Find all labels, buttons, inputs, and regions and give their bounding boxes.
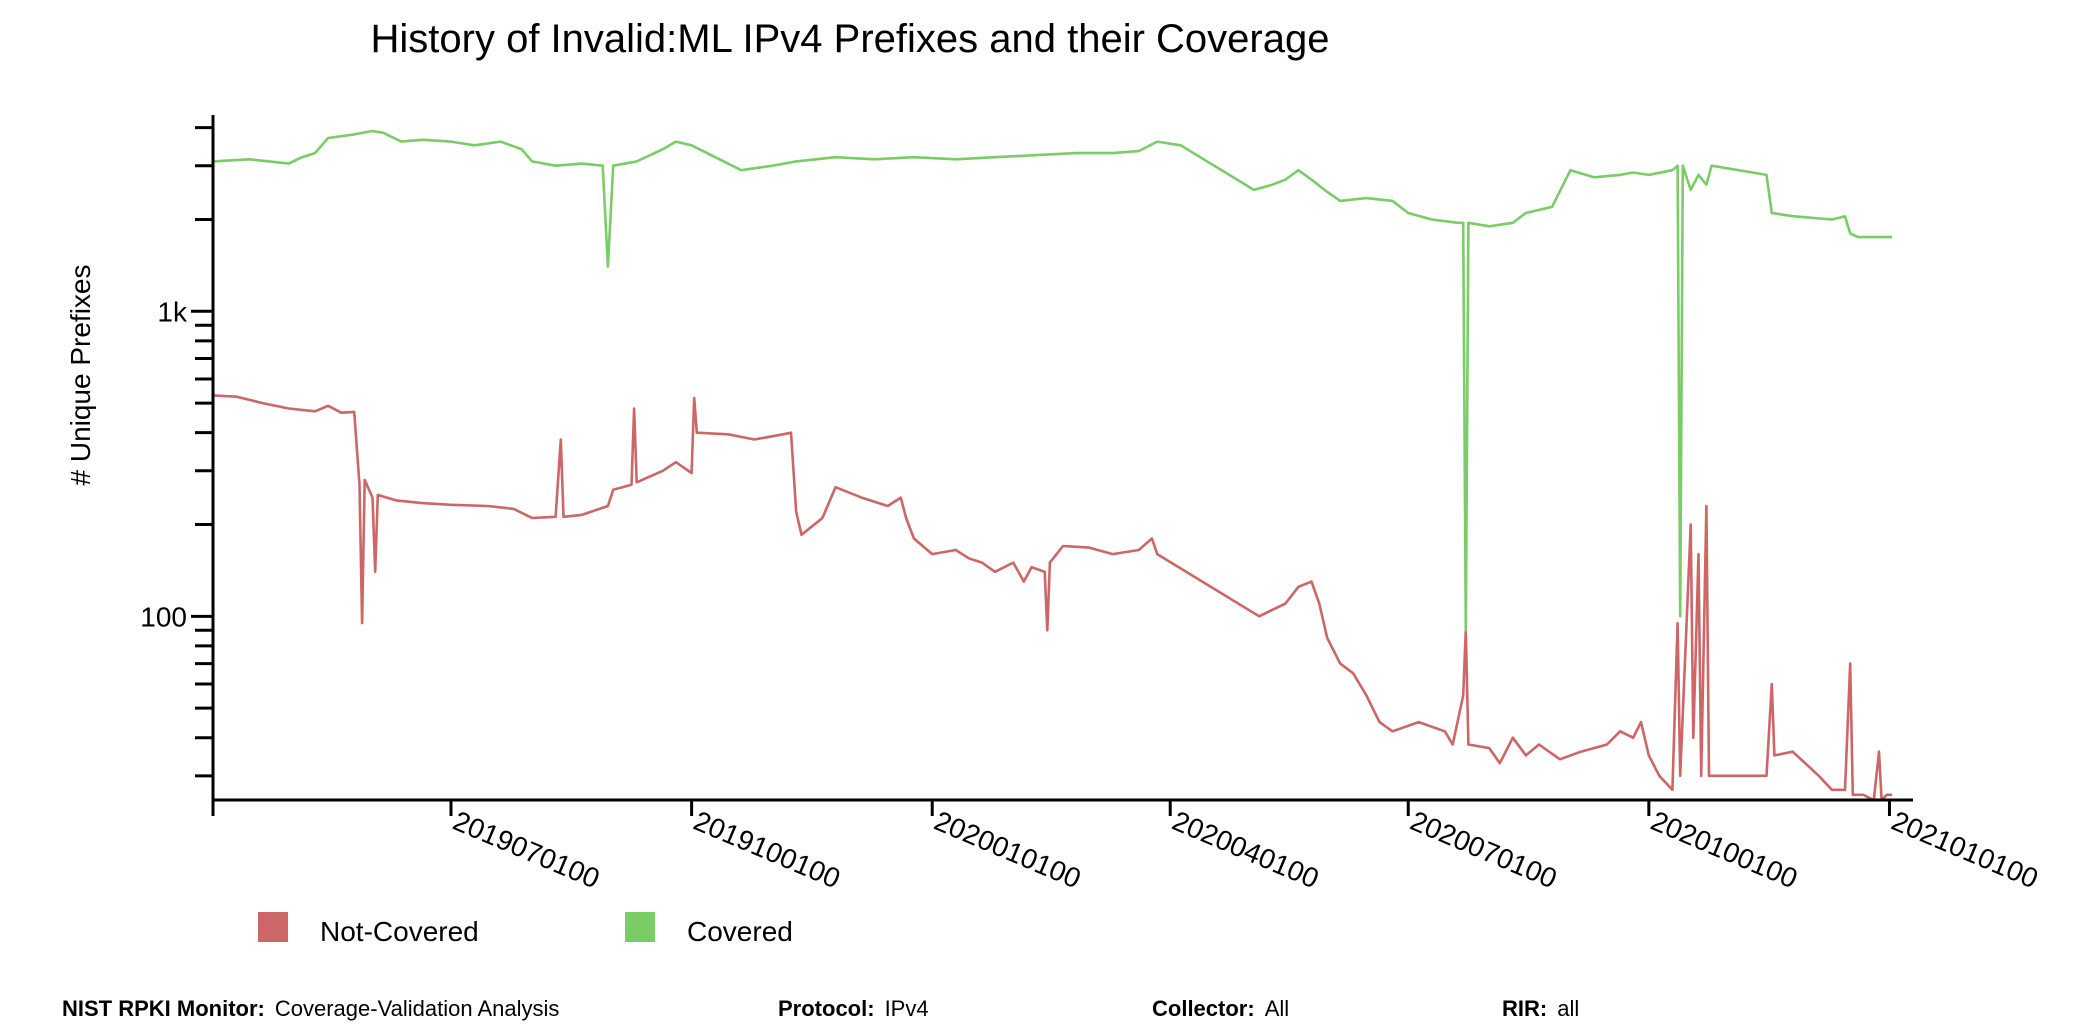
legend-swatch-not-covered [258,912,288,942]
x-tick-label: 2020100100 [1647,805,1802,894]
footer-collector: Collector: All [1152,996,1289,1022]
legend: Not-Covered Covered [258,912,793,947]
chart-title: History of Invalid:ML IPv4 Prefixes and … [371,17,1330,61]
footer-monitor: NIST RPKI Monitor: Coverage-Validation An… [62,996,559,1022]
footer-collector-label: Collector: [1152,996,1255,1021]
y-axis-label: # Unique Prefixes [65,264,96,485]
footer-monitor-value: Coverage-Validation Analysis [274,996,560,1021]
series-line-covered [212,129,1893,632]
plot-area [212,129,1893,802]
x-tick-label: 2020070100 [1406,805,1561,894]
footer-monitor-label: NIST RPKI Monitor: [62,996,265,1021]
footer-protocol: Protocol: IPv4 [778,996,929,1022]
y-tick-label: 100 [140,601,187,632]
legend-label-covered: Covered [687,916,793,947]
footer-rir: RIR: all [1502,996,1579,1022]
x-tick-label: 2020010100 [930,805,1085,894]
x-tick-label: 2020040100 [1168,805,1323,894]
footer-collector-value: All [1264,996,1290,1021]
footer-rir-label: RIR: [1502,996,1548,1021]
legend-label-not-covered: Not-Covered [320,916,479,947]
x-tick-label: 2019070100 [449,805,604,894]
series-line-not-covered [212,394,1893,802]
chart: History of Invalid:ML IPv4 Prefixes and … [65,17,2043,947]
axes: 100 1k 2019070100 2019100100 2020010100 20200… [140,115,2043,894]
footer-rir-value: all [1557,996,1580,1021]
y-tick-label: 1k [157,296,188,327]
x-tick-label: 2021010100 [1887,805,2042,894]
footer-protocol-label: Protocol: [778,996,875,1021]
footer-protocol-value: IPv4 [884,996,929,1021]
footer: NIST RPKI Monitor: Coverage-Validation An… [0,996,2100,1026]
x-tick-label: 2019100100 [689,805,844,894]
legend-swatch-covered [625,912,655,942]
